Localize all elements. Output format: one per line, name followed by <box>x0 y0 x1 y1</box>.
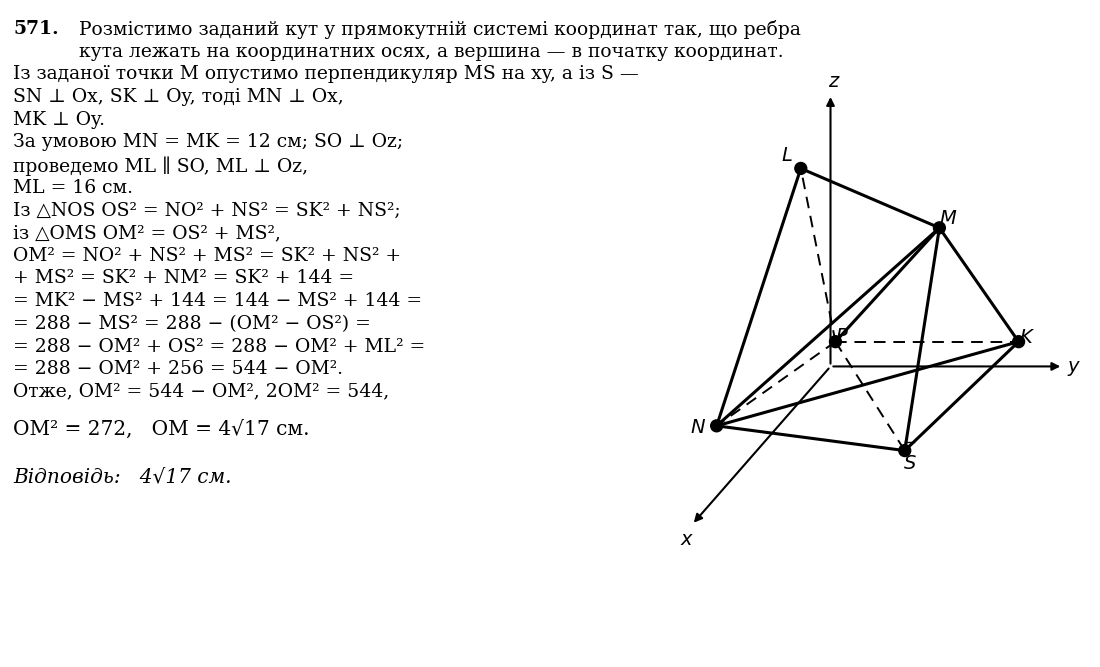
Text: $\mathit{y}$: $\mathit{y}$ <box>1067 360 1081 378</box>
Text: + MS² = SK² + NM² = SK² + 144 =: + MS² = SK² + NM² = SK² + 144 = <box>13 269 354 287</box>
Text: $\mathit{N}$: $\mathit{N}$ <box>690 420 706 438</box>
Text: 571.: 571. <box>13 20 58 38</box>
Text: $\mathit{L}$: $\mathit{L}$ <box>781 147 793 165</box>
Text: = 288 − OM² + 256 = 544 − OM².: = 288 − OM² + 256 = 544 − OM². <box>13 360 343 378</box>
Circle shape <box>1013 336 1024 348</box>
Text: $\mathit{S}$: $\mathit{S}$ <box>903 456 916 474</box>
Circle shape <box>795 163 806 174</box>
Text: $\mathit{z}$: $\mathit{z}$ <box>828 73 840 91</box>
Text: SN ⊥ Ox, SK ⊥ Oy, тоді MN ⊥ Ox,: SN ⊥ Ox, SK ⊥ Oy, тоді MN ⊥ Ox, <box>13 88 344 106</box>
Text: OM² = NO² + NS² + MS² = SK² + NS² +: OM² = NO² + NS² + MS² = SK² + NS² + <box>13 247 401 265</box>
Text: ML = 16 см.: ML = 16 см. <box>13 179 133 197</box>
Circle shape <box>899 445 911 456</box>
Text: = MK² − MS² + 144 = 144 − MS² + 144 =: = MK² − MS² + 144 = 144 − MS² + 144 = <box>13 292 422 310</box>
Text: із △OMS OM² = OS² + MS²,: із △OMS OM² = OS² + MS², <box>13 224 282 242</box>
Circle shape <box>711 420 723 432</box>
Text: проведемо ML ∥ SO, ML ⊥ Oz,: проведемо ML ∥ SO, ML ⊥ Oz, <box>13 156 308 175</box>
Text: За умовою MN = MK = 12 см; SO ⊥ Oz;: За умовою MN = MK = 12 см; SO ⊥ Oz; <box>13 133 404 151</box>
Text: Із заданої точки M опустимо перпендикуляр MS на xy, а із S —: Із заданої точки M опустимо перпендикуля… <box>13 65 639 83</box>
Text: Отже, OM² = 544 − OM², 2OM² = 544,: Отже, OM² = 544 − OM², 2OM² = 544, <box>13 383 389 401</box>
Text: = 288 − OM² + OS² = 288 − OM² + ML² =: = 288 − OM² + OS² = 288 − OM² + ML² = <box>13 338 426 356</box>
Text: Розмістимо заданий кут у прямокутній системі координат так, що ребра: Розмістимо заданий кут у прямокутній сис… <box>79 20 801 39</box>
Text: = 288 − MS² = 288 − (OM² − OS²) =: = 288 − MS² = 288 − (OM² − OS²) = <box>13 315 371 333</box>
Text: $\mathit{x}$: $\mathit{x}$ <box>680 531 694 549</box>
Text: OM² = 272,   OM = 4√17 см.: OM² = 272, OM = 4√17 см. <box>13 420 310 440</box>
Text: Із △NOS OS² = NO² + NS² = SK² + NS²;: Із △NOS OS² = NO² + NS² = SK² + NS²; <box>13 201 400 219</box>
Text: $\mathit{P}$: $\mathit{P}$ <box>835 327 848 346</box>
Circle shape <box>934 222 945 233</box>
Text: $\mathit{K}$: $\mathit{K}$ <box>1020 329 1035 347</box>
Text: MK ⊥ Oy.: MK ⊥ Oy. <box>13 111 106 129</box>
Text: Відповідь:   4√17 см.: Відповідь: 4√17 см. <box>13 467 232 486</box>
Text: $\mathit{M}$: $\mathit{M}$ <box>939 210 957 228</box>
Circle shape <box>829 336 842 348</box>
Text: кута лежать на координатних осях, а вершина — в початку координат.: кута лежать на координатних осях, а верш… <box>79 43 784 61</box>
